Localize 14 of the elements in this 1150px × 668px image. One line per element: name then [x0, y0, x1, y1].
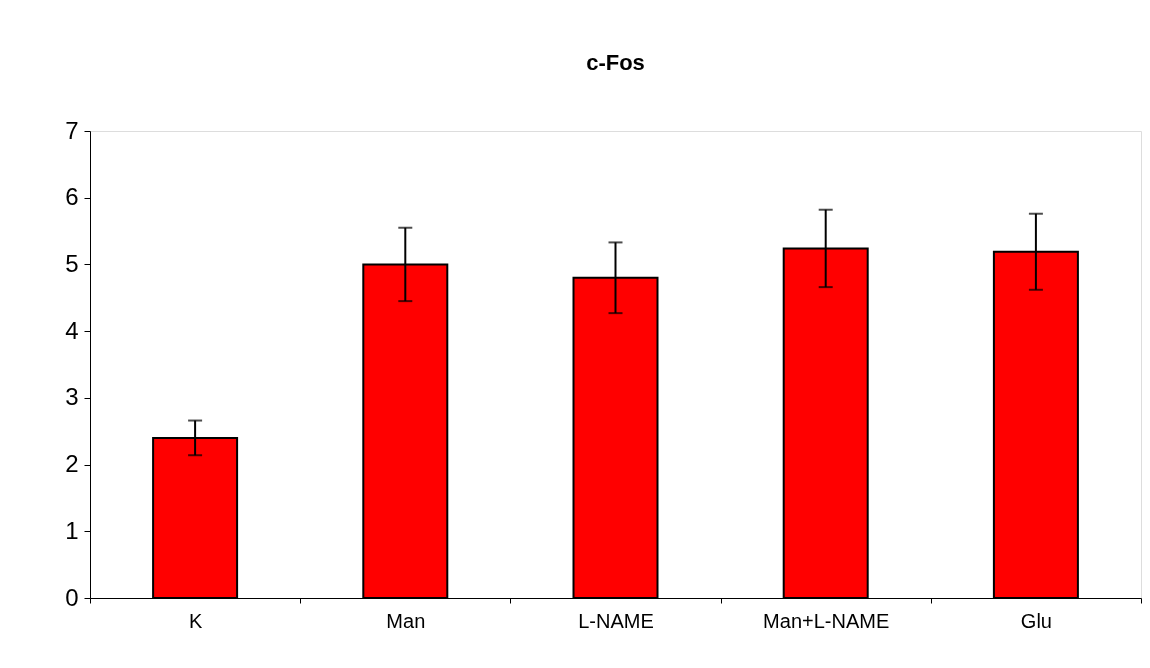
y-tick-label: 6	[65, 183, 79, 211]
x-tick-label: Man+L-NAME	[763, 609, 890, 632]
x-tick-label: K	[188, 609, 203, 632]
chart-title: c-Fos	[586, 50, 645, 75]
y-tick-label: 7	[65, 116, 79, 144]
y-tick-label: 4	[65, 316, 79, 344]
y-tick-label: 1	[65, 516, 79, 544]
y-tick-label: 0	[65, 583, 79, 611]
y-tick-label: 3	[65, 383, 79, 411]
y-tick-label: 5	[65, 249, 79, 277]
x-tick-label: L-NAME	[578, 609, 654, 632]
x-tick-label: Glu	[1020, 609, 1052, 632]
y-tick-label: 2	[65, 450, 79, 478]
x-tick-label: Man	[386, 609, 426, 632]
